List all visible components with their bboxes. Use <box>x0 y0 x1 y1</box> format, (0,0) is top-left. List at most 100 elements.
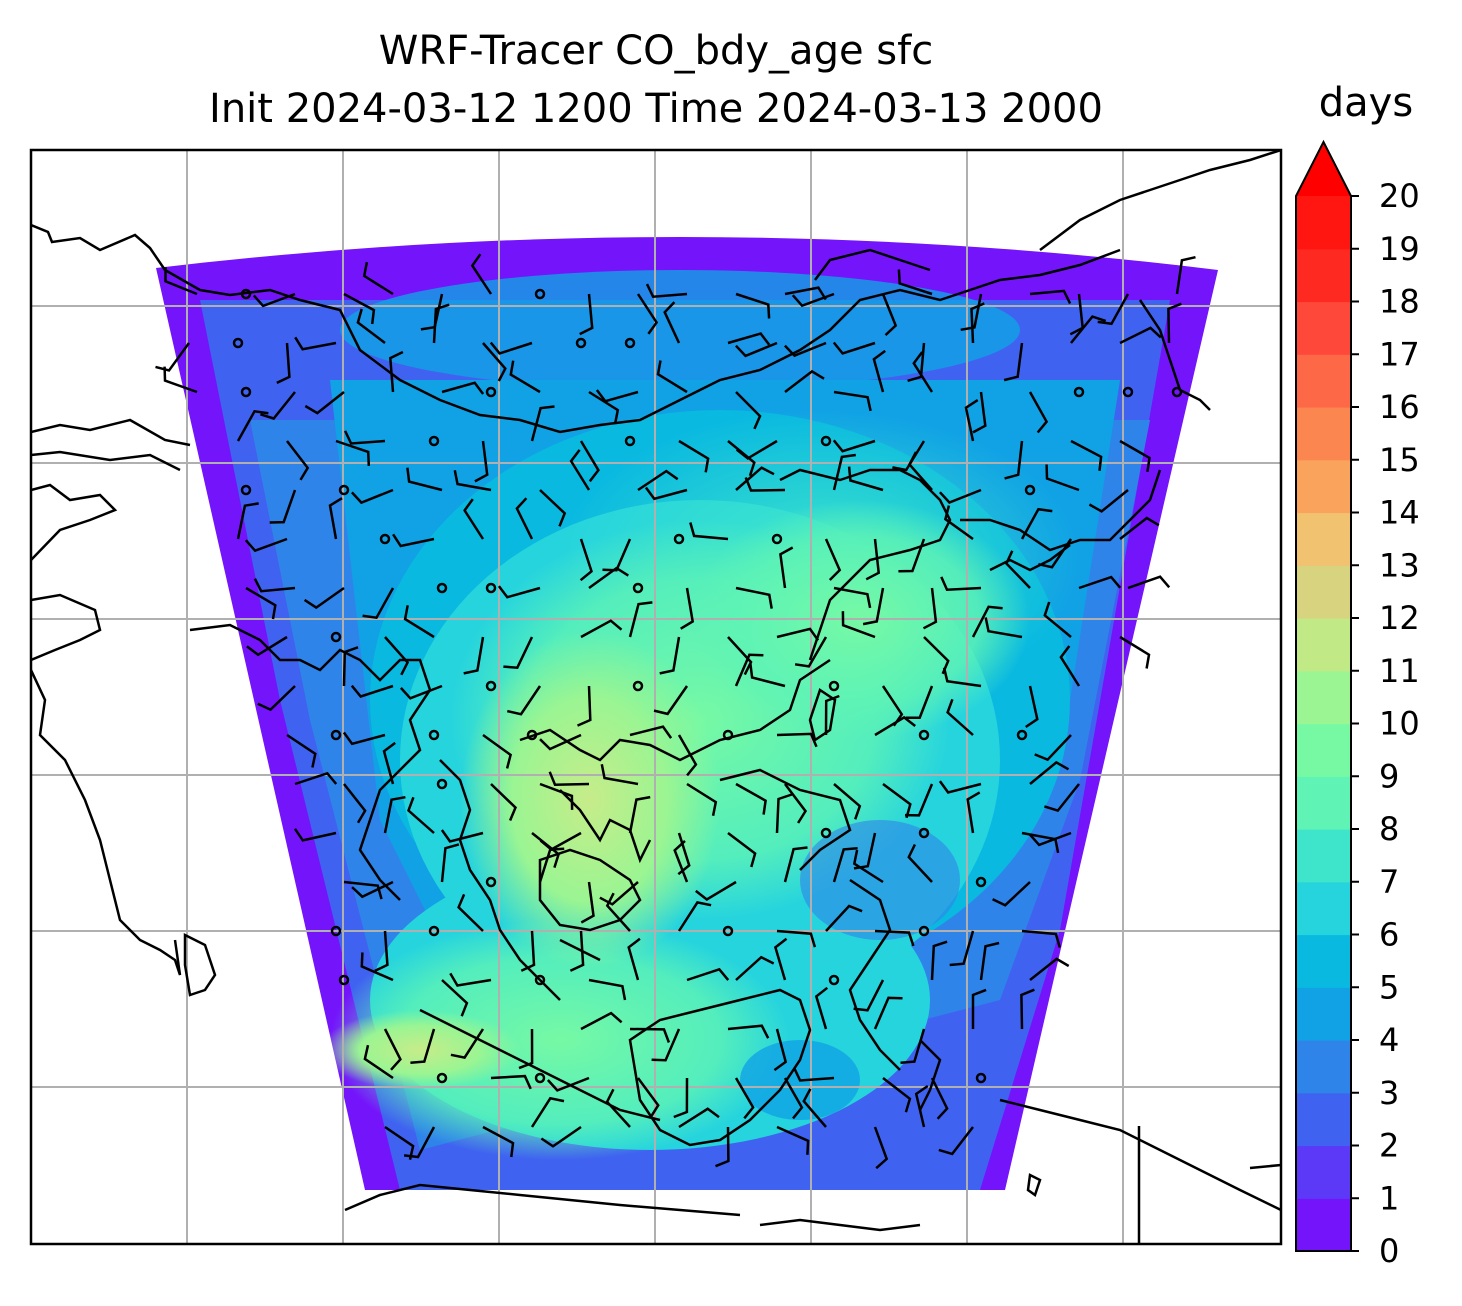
wind-barb-icon <box>673 839 689 883</box>
wind-barb-icon <box>399 684 443 700</box>
wind-barb-icon <box>874 929 915 947</box>
wind-barb-icon <box>257 685 296 712</box>
colorbar-tick-label: 20 <box>1379 177 1420 215</box>
wind-barb-icon <box>905 685 934 719</box>
calm-wind-circle-icon <box>771 533 783 545</box>
calm-wind-circle-icon <box>436 1072 448 1084</box>
wind-barb-icon <box>342 731 386 746</box>
wind-barb-icon <box>403 605 435 639</box>
colorbar-bin <box>1296 407 1351 461</box>
calm-wind-circle-icon <box>624 435 636 447</box>
plot-title-line1: WRF-Tracer CO_bdy_age sfc <box>378 28 934 74</box>
colorbar-bin <box>1296 1145 1351 1199</box>
wind-barb-icon <box>548 771 590 786</box>
calm-wind-circle-icon <box>820 827 832 839</box>
wind-barb-icon <box>971 988 987 1029</box>
wind-barb-icon <box>1119 635 1151 669</box>
colorbar-tick-label: 11 <box>1379 652 1420 690</box>
wind-barb-icon <box>520 930 536 972</box>
wind-barb-icon <box>940 576 982 591</box>
wind-barb-icon <box>872 349 886 393</box>
wind-barb-icon <box>914 1084 929 1128</box>
wind-barb-icon <box>602 538 632 572</box>
colorbar-bin <box>1296 670 1351 725</box>
wind-barb-icon <box>588 566 629 590</box>
wind-barb-icon <box>794 636 828 668</box>
wind-barb-icon <box>773 937 788 981</box>
wind-barb-icon <box>749 663 786 688</box>
wind-barb-icon <box>540 1125 582 1148</box>
wind-barb-icon <box>715 1126 730 1168</box>
calm-wind-circle-icon <box>918 729 930 741</box>
wind-barb-icon <box>236 502 259 540</box>
wind-barb-icon <box>966 791 981 834</box>
wind-barb-icon <box>457 893 484 932</box>
wind-barb-icon <box>814 986 829 1030</box>
wind-barb-icon <box>970 302 985 344</box>
colorbar-tick-label: 0 <box>1379 1232 1399 1270</box>
wind-barb-icon <box>776 732 818 748</box>
wind-barb-icon <box>403 1126 436 1159</box>
calm-wind-circle-icon <box>534 288 546 300</box>
wind-barb-icon <box>735 586 773 609</box>
wind-barb-icon <box>832 439 876 453</box>
wind-barb-icon <box>342 646 359 687</box>
wind-barb-icon <box>482 733 513 769</box>
wind-barb-icon <box>673 1077 689 1119</box>
wind-barb-icon <box>677 734 698 777</box>
wind-barb-icon <box>882 1077 912 1113</box>
colorbar-bin <box>1296 934 1351 988</box>
wind-barb-icon <box>351 880 394 899</box>
colorbar-bin <box>1296 1198 1351 1252</box>
wind-barb-icon <box>600 764 639 786</box>
colorbar-bin <box>1296 987 1351 1041</box>
wind-barb-icon <box>678 439 710 473</box>
wind-barbs-layer <box>155 253 1196 1170</box>
calm-wind-circle-icon <box>632 680 644 692</box>
wind-barb-icon <box>949 930 975 967</box>
wind-barb-icon <box>580 619 623 639</box>
wind-barb-icon <box>942 667 982 688</box>
wind-barb-icon <box>515 497 534 540</box>
wind-barb-icon <box>653 685 689 716</box>
wind-barb-icon <box>539 489 567 527</box>
wind-barb-icon <box>579 440 600 483</box>
wind-barb-icon <box>727 832 757 868</box>
wind-barb-icon <box>392 533 435 548</box>
wind-barb-icon <box>1097 293 1130 326</box>
wind-barb-icon <box>1003 342 1024 382</box>
wind-barb-icon <box>791 292 835 308</box>
wind-barb-icon <box>832 341 876 355</box>
colorbar-tick-label: 6 <box>1379 916 1399 954</box>
wind-barb-icon <box>636 1077 660 1118</box>
wind-barb-icon <box>449 972 492 987</box>
wind-barb-icon <box>744 477 786 492</box>
wind-barb-icon <box>463 636 485 675</box>
wind-barb-icon <box>695 880 737 902</box>
calm-wind-circle-icon <box>624 337 636 349</box>
wind-barb-icon <box>776 627 820 642</box>
colorbar-tick-label: 16 <box>1379 388 1420 426</box>
wind-barb-icon <box>938 1126 974 1156</box>
wind-barb-icon <box>546 1076 590 1092</box>
calm-wind-circle-icon <box>240 386 252 398</box>
calm-wind-circle-icon <box>1171 386 1183 398</box>
wind-barb-icon <box>580 1011 623 1031</box>
wind-barb-icon <box>938 780 982 794</box>
wind-barb-icon <box>892 440 926 472</box>
wind-barb-icon <box>286 733 317 768</box>
wind-barb-icon <box>588 390 620 425</box>
wind-barb-icon <box>362 587 395 620</box>
wind-barb-icon <box>873 1126 889 1170</box>
wind-barb-icon <box>350 684 394 698</box>
wind-barb-icon <box>984 617 1023 639</box>
wind-barb-icon <box>470 253 493 295</box>
wind-barb-icon <box>735 782 767 815</box>
wind-barb-icon <box>382 741 396 785</box>
wind-barb-icon <box>440 843 460 883</box>
coastlines <box>31 150 1281 1244</box>
wind-barb-icon <box>1088 489 1129 513</box>
wind-barb-icon <box>304 391 345 415</box>
wind-barb-icon <box>303 586 345 610</box>
wind-barb-icon <box>410 1028 436 1065</box>
